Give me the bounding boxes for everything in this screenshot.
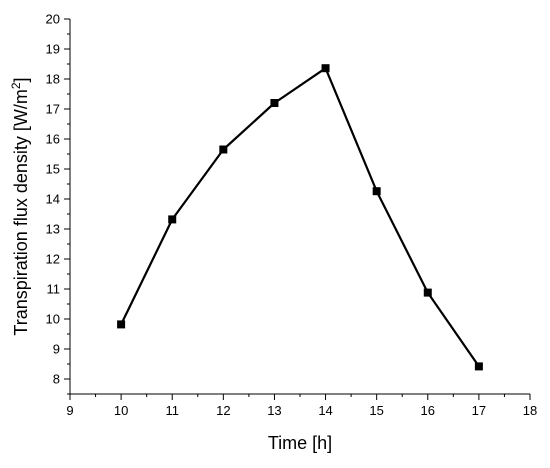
y-tick-label: 9	[53, 342, 60, 357]
data-point-marker	[372, 187, 381, 196]
x-tick-label: 18	[523, 403, 537, 418]
y-tick-label: 13	[46, 222, 60, 237]
data-point-marker	[117, 320, 126, 329]
y-tick-label: 20	[46, 12, 60, 27]
y-tick-label: 15	[46, 162, 60, 177]
series-group	[120, 67, 480, 368]
x-tick-label: 11	[165, 403, 179, 418]
x-tick-label: 15	[369, 403, 383, 418]
data-point-marker	[270, 99, 279, 107]
axes	[69, 19, 530, 395]
y-tick-label: 14	[46, 192, 60, 207]
y-tick-label: 11	[47, 282, 61, 297]
x-tick-label: 13	[267, 403, 281, 418]
x-tick-label: 14	[318, 403, 332, 418]
x-tick-label: 17	[472, 403, 486, 418]
data-point-marker	[423, 288, 432, 297]
y-axis-title-close: ]	[11, 77, 31, 82]
series-line	[120, 67, 480, 368]
x-ticks: 9 10 11 12 13 14 15 16 17 18	[66, 394, 537, 418]
y-tick-label: 17	[46, 102, 60, 117]
x-axis-title: Time [h]	[268, 433, 332, 453]
data-point-marker	[474, 362, 483, 371]
y-tick-label: 16	[46, 132, 60, 147]
x-tick-label: 9	[66, 403, 73, 418]
y-tick-label: 10	[46, 312, 60, 327]
y-tick-label: 12	[46, 252, 60, 267]
y-tick-label: 8	[53, 372, 60, 387]
y-tick-label: 18	[46, 72, 60, 87]
y-axis-title-main: Transpiration flux density [W/m	[11, 89, 31, 335]
y-axis-title: Transpiration flux density [W/m2]	[9, 77, 31, 335]
markers	[117, 64, 483, 371]
data-point-marker	[321, 64, 330, 73]
data-point-marker	[168, 215, 177, 224]
x-tick-label: 12	[216, 403, 230, 418]
y-tick-label: 19	[46, 42, 60, 57]
y-axis-title-superscript: 2	[9, 82, 23, 89]
y-ticks: 8 9 10 11 12 13 14 15 16 17 18 19 20	[46, 12, 70, 395]
x-tick-label: 10	[114, 403, 128, 418]
x-tick-label: 16	[421, 403, 435, 418]
data-point-marker	[219, 145, 228, 154]
